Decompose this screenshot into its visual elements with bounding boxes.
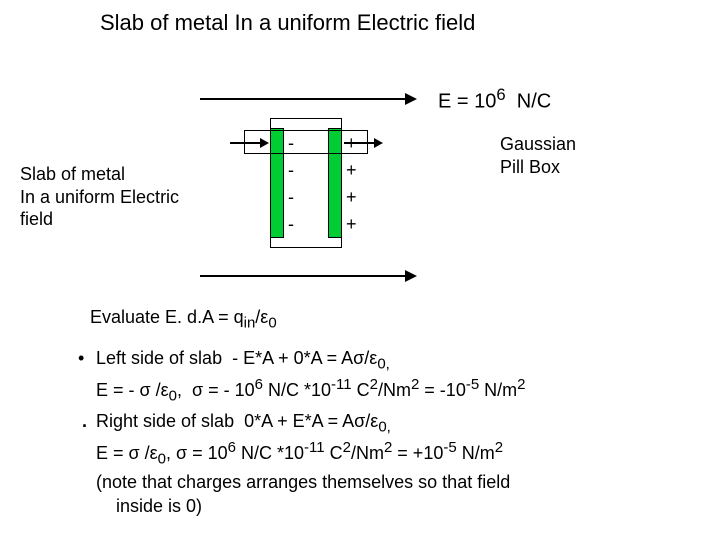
- right-short-field-arrowhead: [374, 138, 383, 148]
- minus-sign: -: [288, 214, 294, 235]
- plus-sign: +: [346, 160, 357, 181]
- left-short-field-line: [230, 142, 260, 144]
- top-field-line: [200, 98, 405, 100]
- bottom-field-line: [200, 275, 405, 277]
- minus-sign: -: [288, 133, 294, 154]
- right-short-field-line: [344, 142, 374, 144]
- right-side-derivation: Right side of slab 0*A + E*A = Aσ/ε0,E =…: [96, 409, 706, 518]
- bullet-smalldot: .: [82, 411, 87, 432]
- minus-sign: -: [288, 187, 294, 208]
- left-side-derivation: Left side of slab - E*A + 0*A = Aσ/ε0,E …: [96, 346, 696, 407]
- left-short-field-arrowhead: [260, 138, 269, 148]
- bottom-field-arrowhead: [405, 270, 417, 282]
- plus-sign: +: [346, 214, 357, 235]
- bullet-dot: •: [78, 348, 84, 369]
- pillbox-label: Gaussian Pill Box: [500, 133, 576, 178]
- evaluate-line: Evaluate E. d.A = qin/ε0: [90, 305, 277, 334]
- plus-sign: +: [346, 187, 357, 208]
- field-magnitude-label: E = 106 N/C: [438, 85, 551, 114]
- slab-caption: Slab of metal In a uniform Electric fiel…: [20, 163, 220, 231]
- top-field-arrowhead: [405, 93, 417, 105]
- page-title: Slab of metal In a uniform Electric fiel…: [100, 10, 475, 36]
- minus-sign: -: [288, 160, 294, 181]
